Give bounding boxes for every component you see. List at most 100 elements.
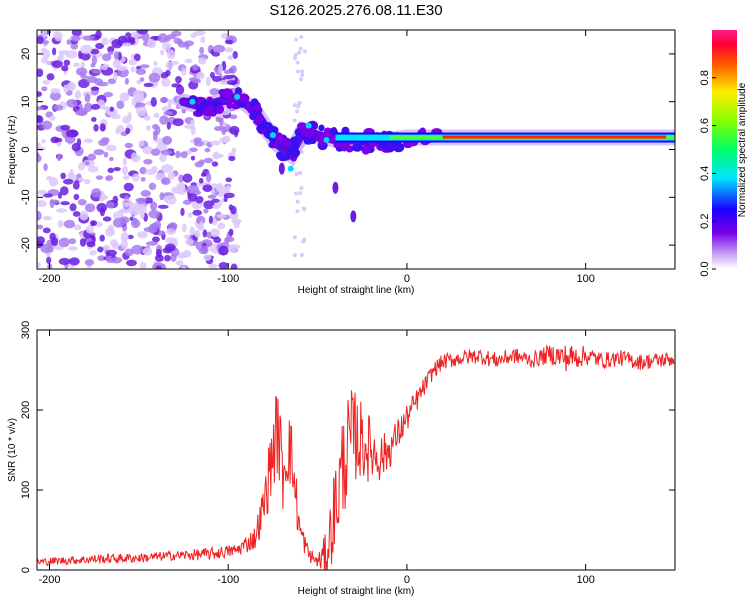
spectrogram-noise-blob [157, 204, 169, 209]
spectrogram-x-tick-label: 0 [404, 273, 410, 285]
spectrogram-noise-blob [199, 46, 205, 55]
spectrogram-noise-blob [297, 100, 302, 105]
spectrogram-noise-blob [139, 64, 150, 69]
ridge-blob [265, 127, 273, 134]
spectrogram-noise-blob [41, 30, 48, 38]
spectrogram-noise-blob [176, 182, 186, 191]
spectrogram-noise-blob [153, 60, 158, 67]
spectrogram-noise-blob [210, 228, 221, 238]
spectrogram-noise-blob [160, 72, 169, 79]
spectrogram-noise-blob [123, 182, 134, 192]
spectrogram-noise-blob [124, 142, 133, 149]
spectrogram-noise-blob [101, 37, 109, 46]
snr-y-tick-label: 0 [20, 567, 32, 573]
spectrogram-noise-blob [110, 113, 121, 120]
spectrogram-noise-blob [297, 50, 302, 55]
spectrogram-noise-blob [71, 142, 81, 152]
ridge-blob [385, 145, 395, 153]
spectrogram-noise-blob [132, 217, 138, 226]
spectrogram-noise-blob [97, 81, 109, 87]
spectrogram-noise-blob [133, 53, 141, 62]
spectrogram-noise-blob [121, 165, 128, 176]
spectrogram-noise-blob [192, 64, 199, 71]
spectrogram-noise-blob [294, 37, 299, 42]
spectrogram-x-tick-label: 100 [576, 273, 594, 285]
spectrogram-noise-blob [57, 153, 62, 162]
spectrogram-noise-blob [154, 125, 161, 135]
spectrogram-noise-blob [76, 67, 88, 76]
spectrogram-noise-blob [160, 263, 167, 269]
spectrogram-noise-blob [66, 39, 72, 45]
spectrogram-noise-blob [91, 220, 97, 226]
spectrogram-noise-blob [200, 172, 207, 177]
colorbar-tick-label: 0.0 [699, 261, 711, 276]
spectrogram-noise-blob [135, 102, 146, 108]
snr-y-axis-label: SNR (10 * v/v) [7, 418, 18, 482]
spectrogram-noise-blob [178, 174, 184, 183]
spectrogram-noise-blob [175, 150, 181, 159]
spectrogram-noise-blob [139, 77, 145, 82]
spectrogram-ridge [175, 87, 675, 223]
spectrogram-noise-blob [228, 228, 234, 237]
spectrogram-noise-blob [162, 42, 172, 51]
spectrogram-noise-blob [130, 66, 136, 73]
ridge-highlight [323, 136, 330, 143]
spectrogram-noise-blob [151, 165, 158, 173]
spectrogram-noise-blob [57, 220, 64, 228]
spectrogram-noise-blob [37, 154, 42, 163]
snr-y-tick-label: 200 [20, 401, 32, 419]
spectrogram-noise-blob [40, 57, 49, 64]
colorbar-ticks: 0.0 0.2 0.4 0.6 0.8 [699, 70, 716, 277]
spectrogram-noise-blob [165, 194, 177, 205]
snr-frame [36, 329, 676, 571]
spectrogram-noise-blob [138, 140, 145, 147]
spectrogram-noise-blob [203, 157, 214, 164]
ridge-blob [283, 153, 291, 161]
spectrogram-noise-blob [122, 157, 127, 166]
spectrogram-y-tick-label: -20 [20, 237, 32, 253]
spectrogram-noise-blob [300, 69, 305, 74]
spectrogram-noise-blob [233, 220, 240, 229]
spectrogram-noise-blob [119, 216, 130, 224]
spectrogram-noise-blob [212, 75, 222, 82]
spectrogram-noise-blob [116, 100, 125, 110]
spectrogram-noise-blob [228, 204, 234, 211]
spectrogram-noise-blob [67, 246, 78, 251]
spectrogram-noise-blob [159, 192, 165, 201]
spectrogram-noise-blob [90, 62, 96, 68]
spectrogram-noise-blob [105, 144, 117, 152]
ridge-blob [323, 127, 332, 136]
spectrogram-noise-blob [77, 177, 85, 182]
spectrogram-noise-blob [136, 106, 148, 117]
spectrogram-noise-blob [84, 259, 95, 266]
ridge-highlight [234, 93, 241, 100]
spectrogram-noise-blob [299, 186, 304, 191]
spectrogram-noise-blob [225, 177, 233, 183]
spectrogram-noise-blob [128, 58, 137, 66]
spectrogram-noise-blob [102, 216, 112, 222]
spectrogram-noise-blob [37, 68, 44, 77]
snr-x-axis-label: Height of straight line (km) [298, 586, 415, 597]
colorbar-tick-label: 0.4 [699, 166, 711, 181]
spectrogram-noise-blob [66, 98, 78, 108]
spectrogram-noise-blob [193, 140, 204, 147]
spectrogram-noise-blob [192, 209, 203, 216]
spectrogram-noise-blob [72, 211, 81, 217]
spectrogram-noise-blob [99, 123, 106, 132]
spectrogram-noise-blob [40, 47, 47, 53]
spectrogram-noise-blob [60, 201, 70, 206]
spectrogram-noise-blob [198, 57, 207, 65]
spectrogram-noise-blob [166, 121, 171, 130]
spectrogram-noise-blob [184, 124, 195, 129]
spectrogram-noise-blob [299, 35, 304, 40]
spectrogram-noise-blob [135, 197, 148, 203]
spectrogram-noise-blob [91, 117, 97, 122]
spectrogram-noise-blob [69, 169, 74, 177]
spectrogram-noise-blob [101, 53, 112, 62]
spectrogram-noise-blob [216, 213, 227, 219]
spectrogram-noise-blob [228, 155, 236, 162]
spectrogram-noise-blob [298, 46, 303, 51]
spectrogram-noise-blob [83, 178, 91, 185]
spectrogram-noise-blob [161, 77, 171, 88]
